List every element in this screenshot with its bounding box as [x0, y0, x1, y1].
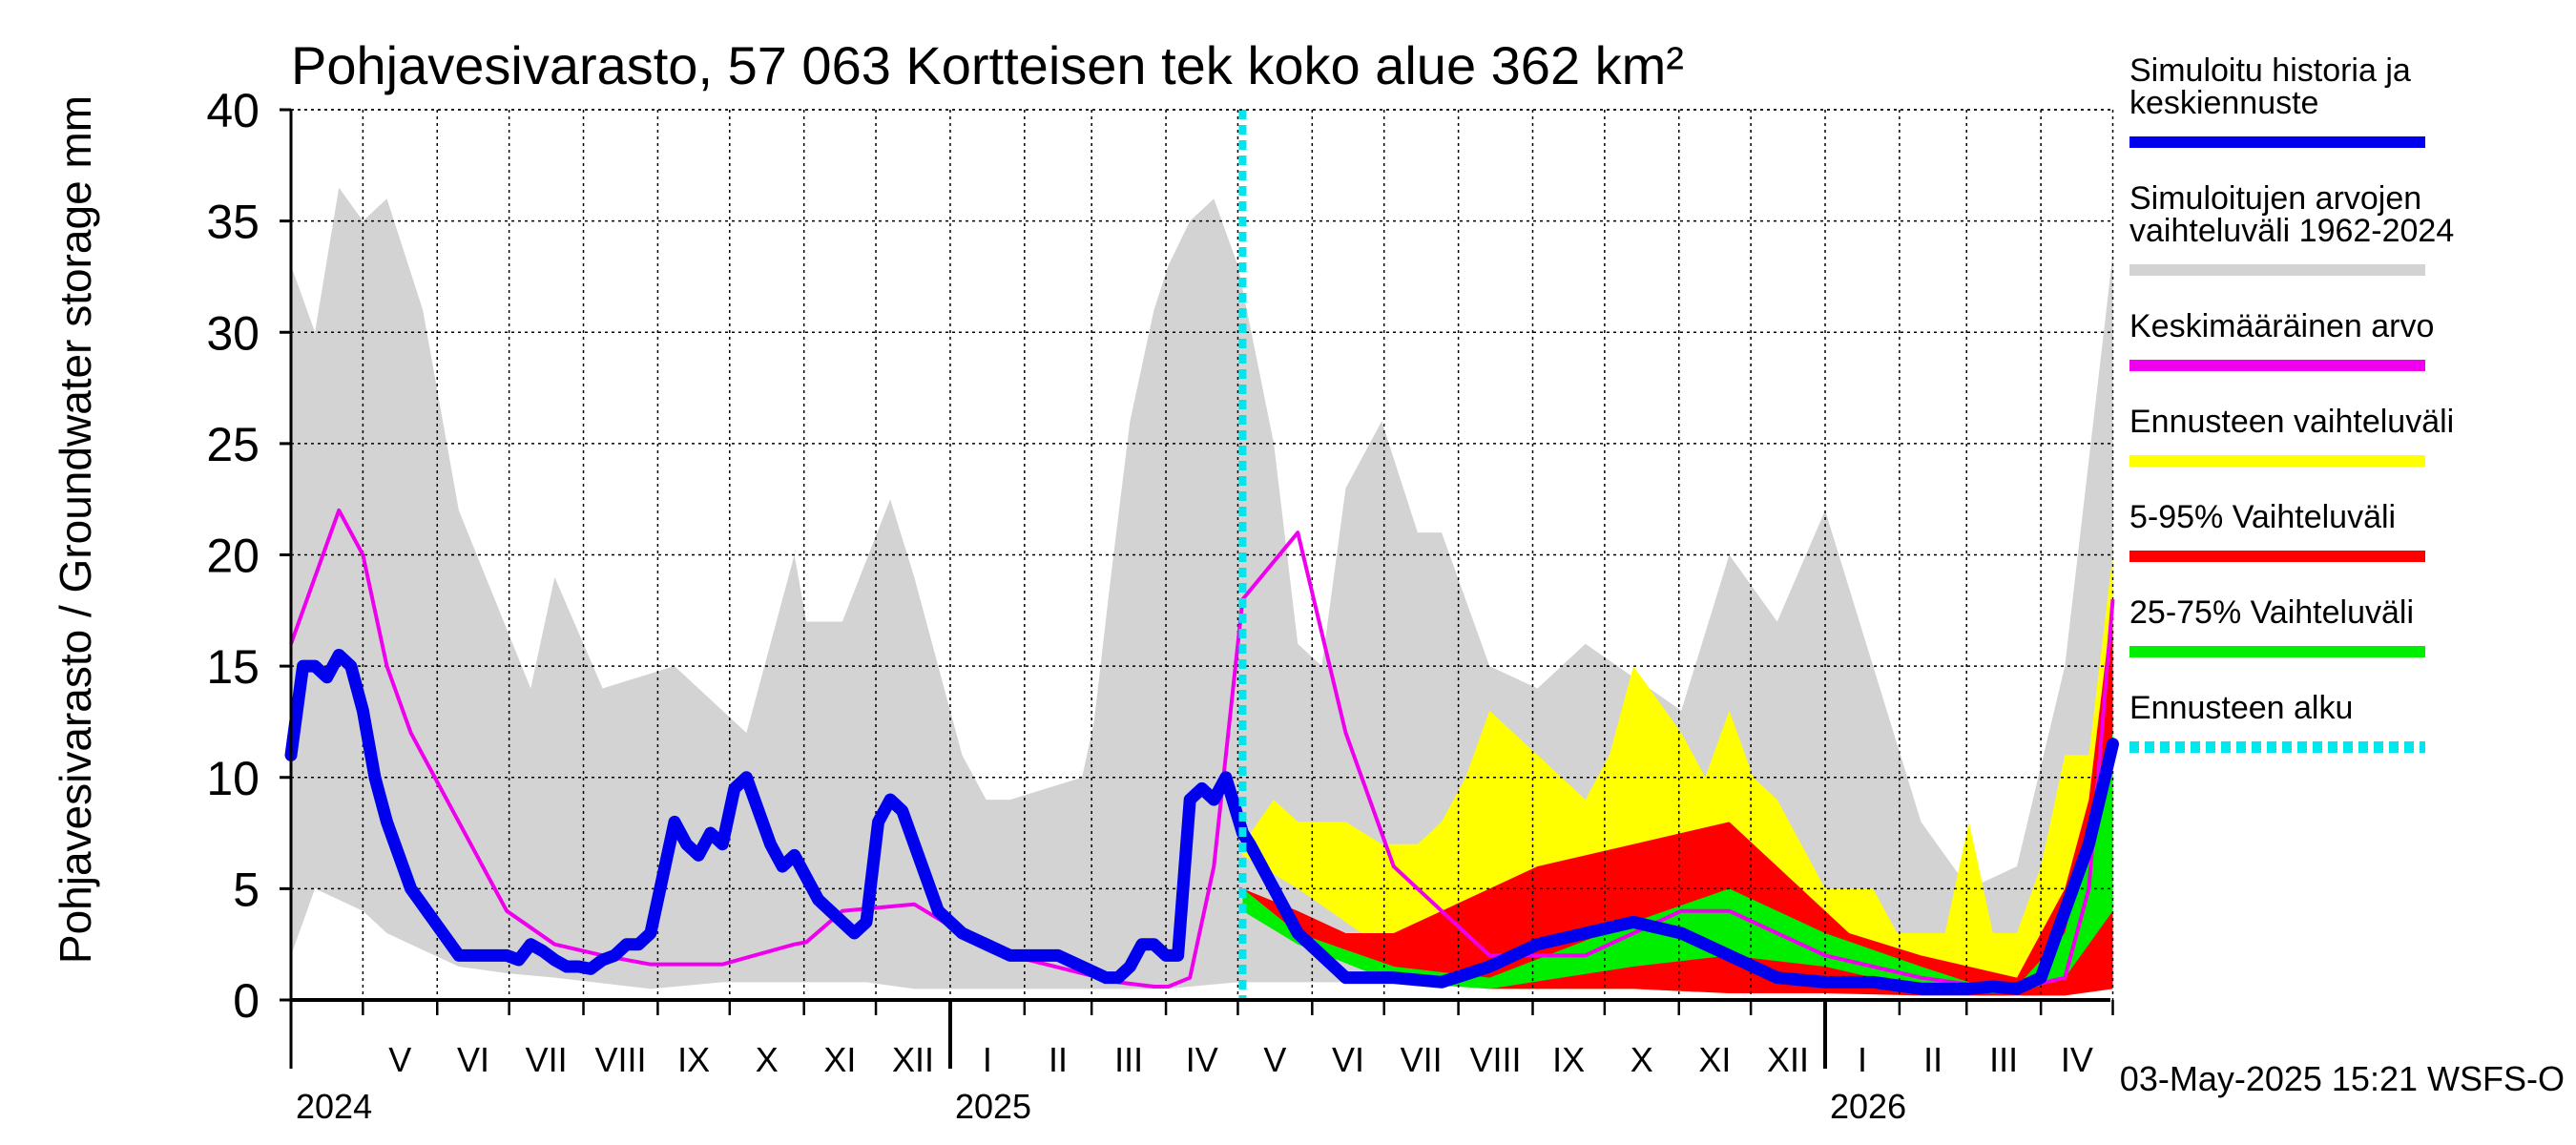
month-label: XI: [823, 1040, 856, 1079]
month-label: VIII: [594, 1040, 646, 1079]
timestamp: 03-May-2025 15:21 WSFS-O: [2120, 1059, 2565, 1098]
month-label: II: [1049, 1040, 1068, 1079]
y-tick-label: 10: [206, 752, 260, 805]
month-label: I: [983, 1040, 992, 1079]
chart-title: Pohjavesivarasto, 57 063 Kortteisen tek …: [291, 35, 1684, 95]
mean-value-line: [289, 508, 2115, 991]
y-axis-ticks: 0 5 10 15 20 25 30 35 40: [206, 84, 291, 1028]
month-label: X: [756, 1040, 779, 1079]
year-label: 2026: [1830, 1087, 1906, 1126]
y-tick-label: 20: [206, 530, 260, 583]
month-label: VII: [1401, 1040, 1443, 1079]
month-label: V: [388, 1040, 411, 1079]
month-label: VI: [457, 1040, 489, 1079]
y-tick-label: 15: [206, 640, 260, 694]
simulated-history-line: [284, 648, 2120, 995]
month-label: XII: [1767, 1040, 1809, 1079]
month-label: IX: [677, 1040, 710, 1079]
month-label: IX: [1552, 1040, 1585, 1079]
plot-area: [284, 109, 2120, 1002]
month-label: IV: [1186, 1040, 1218, 1079]
legend-label: Keskimääräinen arvo: [2129, 308, 2434, 344]
month-label: IV: [2061, 1040, 2093, 1079]
y-tick-label: 0: [233, 974, 260, 1028]
year-label: 2025: [955, 1087, 1031, 1126]
month-label: III: [1114, 1040, 1143, 1079]
legend-label: Simuloitujen arvojen: [2129, 180, 2421, 217]
month-label: X: [1631, 1040, 1653, 1079]
legend-label: Simuloitu historia ja: [2129, 52, 2411, 89]
legend-label: keskiennuste: [2129, 85, 2318, 121]
month-label: II: [1923, 1040, 1942, 1079]
legend-label: Ennusteen alku: [2129, 690, 2353, 726]
month-label: I: [1858, 1040, 1867, 1079]
y-tick-label: 40: [206, 84, 260, 137]
legend-label: Ennusteen vaihteluväli: [2129, 404, 2454, 440]
month-label: XII: [892, 1040, 934, 1079]
legend-label: vaihteluväli 1962-2024: [2129, 213, 2454, 249]
month-label: V: [1263, 1040, 1286, 1079]
legend-label: 25-75% Vaihteluväli: [2129, 594, 2414, 631]
x-axis: V VI VII VIII IX X XI XII I II III IV V VI VII VIII IX X X…: [289, 1000, 2114, 1126]
month-label: VI: [1332, 1040, 1364, 1079]
y-tick-label: 5: [233, 863, 260, 916]
legend-label: 5-95% Vaihteluväli: [2129, 499, 2396, 535]
y-tick-label: 35: [206, 196, 260, 249]
y-tick-label: 30: [206, 306, 260, 360]
year-label: 2024: [296, 1087, 372, 1126]
y-axis-label: Pohjavesivarasto / Groundwater storage m…: [51, 95, 100, 964]
month-label: VII: [526, 1040, 568, 1079]
month-label: VIII: [1470, 1040, 1522, 1079]
month-label: III: [1989, 1040, 2018, 1079]
y-tick-label: 25: [206, 418, 260, 471]
month-label: XI: [1698, 1040, 1731, 1079]
forecast-range-band: [1242, 554, 2113, 994]
band-25-75: [1242, 733, 2113, 994]
